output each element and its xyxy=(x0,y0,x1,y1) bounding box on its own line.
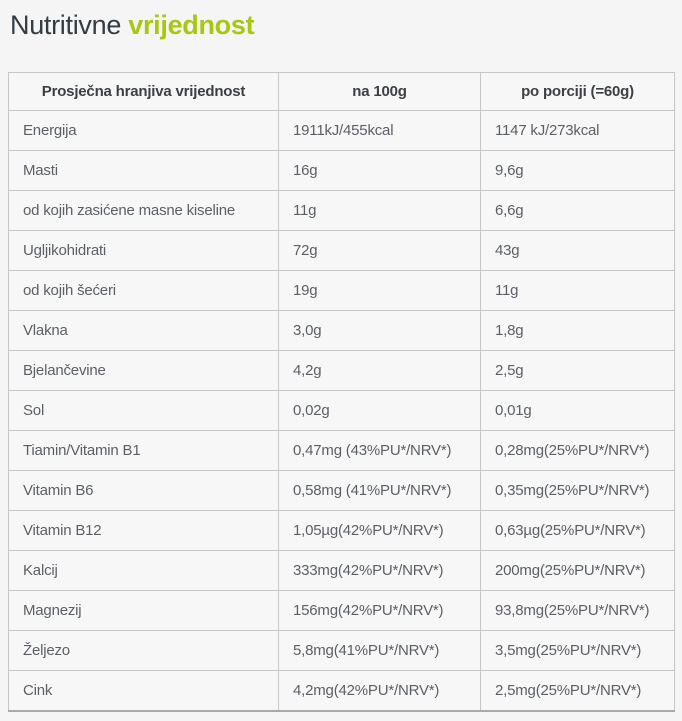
table-header-row: Prosječna hranjiva vrijednost na 100g po… xyxy=(8,72,675,112)
per-100g-value-cell: 156mg(42%PU*/NRV*) xyxy=(278,590,481,632)
nutrient-label-cell: Bjelančevine xyxy=(8,350,279,392)
nutrient-label-cell: Tiamin/Vitamin B1 xyxy=(8,430,279,472)
nutrient-label-cell: Magnezij xyxy=(8,590,279,632)
nutrient-label-cell: Kalcij xyxy=(8,550,279,592)
nutrient-label-cell: Ugljikohidrati xyxy=(8,230,279,272)
per-portion-value-cell: 0,35mg(25%PU*/NRV*) xyxy=(480,470,675,512)
per-portion-value-cell: 2,5g xyxy=(480,350,675,392)
nutrient-label-cell: Sol xyxy=(8,390,279,432)
page-title-part2-accent: vrijednost xyxy=(128,10,255,40)
table-row: Vitamin B12 1,05µg(42%PU*/NRV*) 0,63µg(2… xyxy=(8,510,675,552)
per-100g-value-cell: 4,2g xyxy=(278,350,481,392)
per-100g-value-cell: 1,05µg(42%PU*/NRV*) xyxy=(278,510,481,552)
nutrient-label-cell: Željezo xyxy=(8,630,279,672)
per-portion-value-cell: 11g xyxy=(480,270,675,312)
per-portion-value-cell: 1147 kJ/273kcal xyxy=(480,110,675,152)
table-row: od kojih zasićene masne kiseline 11g 6,6… xyxy=(8,190,675,232)
per-portion-value-cell: 1,8g xyxy=(480,310,675,352)
nutrient-label-cell: od kojih šećeri xyxy=(8,270,279,312)
per-100g-value-cell: 5,8mg(41%PU*/NRV*) xyxy=(278,630,481,672)
page-title: Nutritivne vrijednost xyxy=(10,10,674,41)
table-row: Ugljikohidrati 72g 43g xyxy=(8,230,675,272)
nutrient-label-cell: Energija xyxy=(8,110,279,152)
per-100g-value-cell: 19g xyxy=(278,270,481,312)
table-row: Bjelančevine 4,2g 2,5g xyxy=(8,350,675,392)
per-portion-value-cell: 200mg(25%PU*/NRV*) xyxy=(480,550,675,592)
table-row: Željezo 5,8mg(41%PU*/NRV*) 3,5mg(25%PU*/… xyxy=(8,630,675,672)
per-portion-value-cell: 93,8mg(25%PU*/NRV*) xyxy=(480,590,675,632)
table-row: Tiamin/Vitamin B1 0,47mg (43%PU*/NRV*) 0… xyxy=(8,430,675,472)
page-title-part1: Nutritivne xyxy=(10,10,122,40)
per-portion-value-cell: 2,5mg(25%PU*/NRV*) xyxy=(480,670,675,712)
table-row: Energija 1911kJ/455kcal 1147 kJ/273kcal xyxy=(8,110,675,152)
nutrient-label-cell: Vitamin B12 xyxy=(8,510,279,552)
per-100g-value-cell: 1911kJ/455kcal xyxy=(278,110,481,152)
per-100g-value-cell: 72g xyxy=(278,230,481,272)
header-per-100g-column: na 100g xyxy=(278,72,481,112)
nutrient-label-cell: od kojih zasićene masne kiseline xyxy=(8,190,279,232)
nutrition-table: Prosječna hranjiva vrijednost na 100g po… xyxy=(8,72,675,712)
table-body: Energija 1911kJ/455kcal 1147 kJ/273kcal … xyxy=(8,110,675,712)
per-portion-value-cell: 0,01g xyxy=(480,390,675,432)
per-100g-value-cell: 333mg(42%PU*/NRV*) xyxy=(278,550,481,592)
per-portion-value-cell: 6,6g xyxy=(480,190,675,232)
per-portion-value-cell: 0,63µg(25%PU*/NRV*) xyxy=(480,510,675,552)
per-100g-value-cell: 0,02g xyxy=(278,390,481,432)
nutrient-label-cell: Vlakna xyxy=(8,310,279,352)
header-nutrient-column: Prosječna hranjiva vrijednost xyxy=(8,72,279,112)
table-row: Masti 16g 9,6g xyxy=(8,150,675,192)
nutrient-label-cell: Masti xyxy=(8,150,279,192)
table-row: Cink 4,2mg(42%PU*/NRV*) 2,5mg(25%PU*/NRV… xyxy=(8,670,675,712)
per-100g-value-cell: 0,58mg (41%PU*/NRV*) xyxy=(278,470,481,512)
nutrient-label-cell: Cink xyxy=(8,670,279,712)
per-100g-value-cell: 3,0g xyxy=(278,310,481,352)
table-row: Magnezij 156mg(42%PU*/NRV*) 93,8mg(25%PU… xyxy=(8,590,675,632)
table-row: Kalcij 333mg(42%PU*/NRV*) 200mg(25%PU*/N… xyxy=(8,550,675,592)
table-row: od kojih šećeri 19g 11g xyxy=(8,270,675,312)
per-100g-value-cell: 0,47mg (43%PU*/NRV*) xyxy=(278,430,481,472)
table-row: Sol 0,02g 0,01g xyxy=(8,390,675,432)
header-per-portion-column: po porciji (=60g) xyxy=(480,72,675,112)
per-100g-value-cell: 11g xyxy=(278,190,481,232)
table-row: Vitamin B6 0,58mg (41%PU*/NRV*) 0,35mg(2… xyxy=(8,470,675,512)
per-portion-value-cell: 3,5mg(25%PU*/NRV*) xyxy=(480,630,675,672)
nutrient-label-cell: Vitamin B6 xyxy=(8,470,279,512)
per-portion-value-cell: 9,6g xyxy=(480,150,675,192)
per-100g-value-cell: 4,2mg(42%PU*/NRV*) xyxy=(278,670,481,712)
per-portion-value-cell: 0,28mg(25%PU*/NRV*) xyxy=(480,430,675,472)
table-row: Vlakna 3,0g 1,8g xyxy=(8,310,675,352)
per-100g-value-cell: 16g xyxy=(278,150,481,192)
per-portion-value-cell: 43g xyxy=(480,230,675,272)
